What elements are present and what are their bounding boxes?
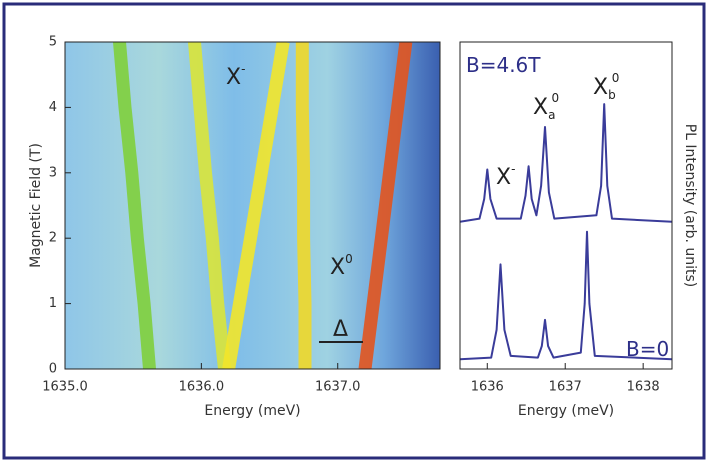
y-axis-label: Magnetic Field (T) [28,143,44,268]
y-tick-label: 5 [49,35,57,50]
y-tick-label: 0 [49,362,57,377]
annotation-sup: - [241,62,245,76]
annotation-sup: - [511,162,515,176]
ridge [295,42,312,369]
plot-border [459,41,673,370]
ridge [188,42,231,369]
annotation-sub: b [608,88,616,102]
y-tick-label: 2 [49,231,57,246]
annotation-text: X [226,65,241,90]
y-axis-label: PL Intensity (arb. units) [682,124,698,288]
annotation-text: X [496,165,511,190]
annotation: Δ [333,317,348,342]
plot-border [64,41,441,370]
plot-background [460,42,672,369]
annotation-sup: 0 [612,71,620,85]
annotation-text: Δ [333,317,348,342]
annotation-sub: a [548,108,555,122]
x-tick-label: 1638 [627,380,660,395]
spectrum [460,103,672,223]
x-axis-label: Energy (meV) [518,403,614,419]
annotation: X- [496,162,515,191]
plot-area [460,103,672,361]
x-tick-label: 1636.0 [179,380,225,395]
y-tick-label: 3 [49,165,57,180]
x-tick-label: 1637.0 [315,380,361,395]
annotation-text: B=0 [626,337,669,361]
annotation-text: X [593,75,608,100]
annotation: Xa 0 [533,91,559,122]
ridge [222,42,290,369]
annotation: B=4.6T [466,53,541,77]
spectrum [460,230,672,361]
annotation-text: X [330,255,345,280]
x-tick-label: 1635.0 [42,380,88,395]
annotation-text: B=4.6T [466,53,541,77]
annotation: Xb 0 [593,71,619,102]
y-tick-label: 1 [49,296,57,311]
ridge [113,42,156,369]
x-tick-label: 1637 [549,380,582,395]
y-tick-label: 4 [49,100,57,115]
ridge [358,42,413,369]
annotation: B=0 [626,337,669,361]
x-axis-label: Energy (meV) [204,403,300,419]
x-tick-label: 1636 [471,380,504,395]
annotation: X- [226,62,245,91]
annotation-sup: 0 [551,91,559,105]
annotation-sup: 0 [345,252,353,266]
annotation: X0 [330,252,353,281]
annotation-text: X [533,95,548,120]
plot-area [113,42,413,369]
